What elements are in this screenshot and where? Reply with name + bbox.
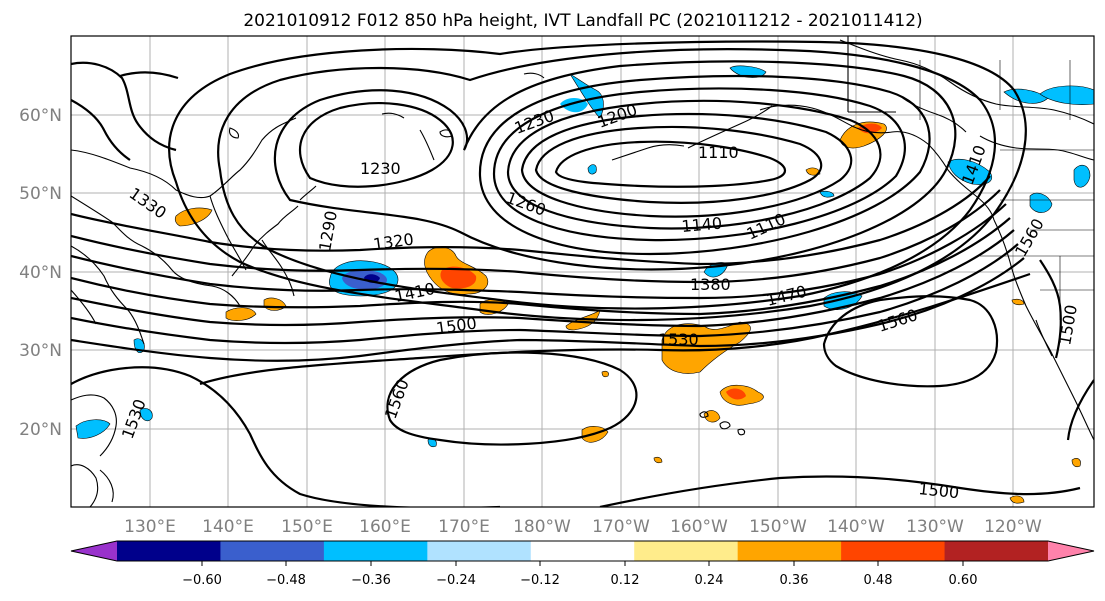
map-panel: 1230 1200 1110 1230 1330 1290 1320 1260 … <box>71 36 1094 507</box>
colorbar-tick-label: −0.12 <box>520 573 560 588</box>
contour-1470 <box>71 243 1019 345</box>
lat-label: 50°N <box>19 184 62 204</box>
lon-label: 180°W <box>513 517 571 537</box>
contour-1500 <box>71 257 1025 362</box>
coast-alaska <box>759 104 995 221</box>
contour-label: 1530 <box>658 330 699 349</box>
height-contours <box>71 40 1094 507</box>
contour-1530-south <box>71 366 500 507</box>
lat-label: 20°N <box>19 420 62 440</box>
lon-label: 170°W <box>592 517 650 537</box>
contour-1440 <box>71 229 1015 328</box>
lon-label: 130°W <box>906 517 964 537</box>
colorbar-swatch <box>117 541 221 561</box>
contour-label: 1110 <box>698 143 739 162</box>
contour-1350-west <box>71 61 177 152</box>
coast-japan <box>231 205 299 277</box>
lon-label: 170°E <box>438 517 490 537</box>
colorbar-tick-label: −0.36 <box>351 573 391 588</box>
colorbar-swatch <box>737 541 842 561</box>
map-frame <box>70 35 1095 508</box>
coast-kamchatka <box>419 129 435 161</box>
contour-1560-cell <box>386 351 638 446</box>
ivt-patch-positive-170e-core <box>440 266 477 289</box>
coast-aleutians <box>611 144 685 161</box>
colorbar-extend-low <box>71 541 117 561</box>
contour-1380 <box>71 203 1007 300</box>
lon-label: 150°W <box>749 517 807 537</box>
contour-label: 1380 <box>690 275 731 294</box>
coast-north-america <box>993 219 1094 441</box>
colorbar: −0.60 −0.48 −0.36 −0.24 −0.12 0.12 0.24 … <box>70 540 1095 588</box>
lon-label: 160°W <box>670 517 728 537</box>
colorbar-tick-label: −0.24 <box>436 573 476 588</box>
lat-label: 30°N <box>19 341 62 361</box>
lon-label: 130°E <box>124 517 176 537</box>
contour-label: 1140 <box>681 214 723 236</box>
colorbar-swatch <box>841 541 946 561</box>
colorbar-extend-high <box>1048 541 1094 561</box>
latitude-labels: 60°N 50°N 40°N 30°N 20°N <box>19 106 62 440</box>
colorbar-tick-labels: −0.60 −0.48 −0.36 −0.24 −0.12 0.12 0.24 … <box>182 573 977 588</box>
coast-hawaii <box>699 411 709 418</box>
colorbar-swatch <box>323 541 428 561</box>
colorbar-tick-label: 0.12 <box>611 573 640 588</box>
contour-1290 <box>168 40 1027 322</box>
lat-label: 40°N <box>19 263 62 283</box>
colorbar-swatch <box>530 541 635 561</box>
lon-label: 140°W <box>827 517 885 537</box>
colorbar-tick-label: 0.60 <box>949 573 978 588</box>
contour-label: 1230 <box>360 159 401 178</box>
contour-1110-inner <box>554 140 787 188</box>
contour-1530-north <box>199 272 1031 386</box>
coastlines <box>71 36 1094 507</box>
contour-1350 <box>71 189 1001 284</box>
contour-1140 <box>534 125 823 204</box>
lon-label: 140°E <box>202 517 254 537</box>
contour-1500-south <box>599 475 1081 507</box>
coast-southeast-asia <box>71 394 117 457</box>
colorbar-tick-label: 0.24 <box>695 573 724 588</box>
lon-label: 120°W <box>984 517 1042 537</box>
colorbar-swatches <box>70 540 1095 562</box>
colorbar-ticks <box>201 561 964 566</box>
colorbar-tick-label: 0.36 <box>780 573 809 588</box>
colorbar-tick-label: −0.48 <box>266 573 306 588</box>
colorbar-swatch <box>634 541 739 561</box>
contour-1410 <box>71 217 1011 316</box>
lat-label: 60°N <box>19 106 62 126</box>
colorbar-outline <box>70 540 1095 562</box>
lon-label: 160°E <box>359 517 411 537</box>
contour-1320 <box>71 175 991 266</box>
longitude-labels: 130°E 140°E 150°E 160°E 170°E 180°W 170°… <box>124 517 1042 537</box>
colorbar-swatch <box>944 541 1049 561</box>
map-title: 2021010912 F012 850 hPa height, IVT Land… <box>243 11 922 31</box>
contour-1230 <box>273 60 957 271</box>
colorbar-tick-label: −0.60 <box>182 573 222 588</box>
contour-label: 1500 <box>918 479 960 502</box>
contour-1560-east <box>822 295 998 388</box>
contour-1200 <box>478 74 931 256</box>
colorbar-swatch <box>427 541 532 561</box>
colorbar-tick-label: 0.48 <box>864 573 893 588</box>
lon-label: 150°E <box>281 517 333 537</box>
colorbar-swatch <box>220 541 325 561</box>
